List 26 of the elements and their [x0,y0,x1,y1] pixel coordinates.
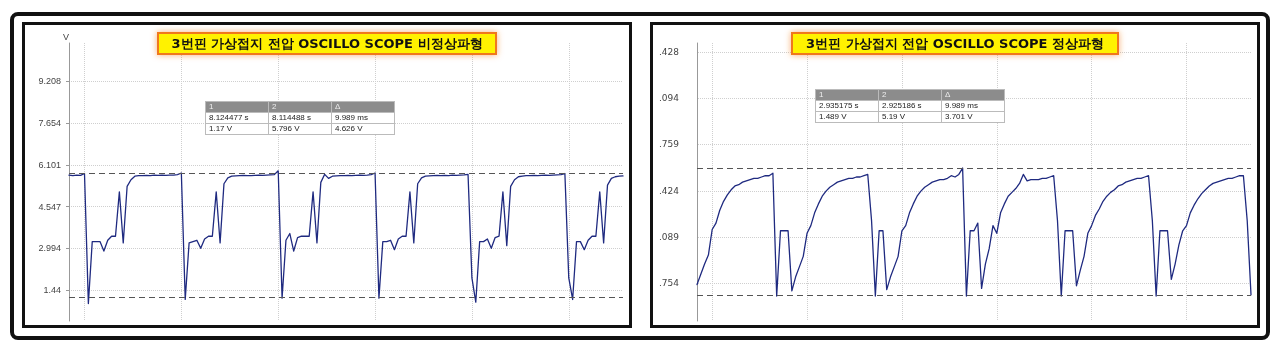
y-tick-label: 6.101 [38,159,61,170]
chart-title: 3번핀 가상접지 전압 OSCILLO SCOPE 비정상파형 [171,36,483,51]
y-tick-label: 9.208 [38,76,61,87]
y-axis-title: V [62,31,69,42]
annotation: 9.989 ms [331,112,395,124]
text: .754 [659,278,680,288]
annotation: 1.17 V [205,123,269,135]
y-tick-label: 4.547 [38,201,61,212]
annotation: 2 [268,101,332,113]
y-tick-label: 2.994 [38,243,61,254]
annotation: Δ [331,101,395,113]
y-tick-label: 7.654 [38,118,61,129]
annotation: 8.124477 s [205,112,269,124]
chart-title: 3번핀 가상접지 전압 OSCILLO SCOPE 정상파형 [806,36,1104,51]
annotation: 8.114488 s [268,112,332,124]
text: .089 [659,231,680,242]
line-series [68,170,624,305]
y-tick-label: 1.44 [43,285,61,296]
text: .424 [659,185,680,196]
text: .428 [659,47,680,57]
text: .759 [659,139,680,150]
annotation: 4.626 V [331,123,395,135]
text: .094 [659,93,680,104]
annotation: 1 [205,101,269,113]
annotation: 5.796 V [268,123,332,135]
cursor-readout-table: 1 2 Δ 2.935175 s 2.925186 s 9.989 ms 1.489 V 5.19 V 3.701 V [815,89,1005,123]
